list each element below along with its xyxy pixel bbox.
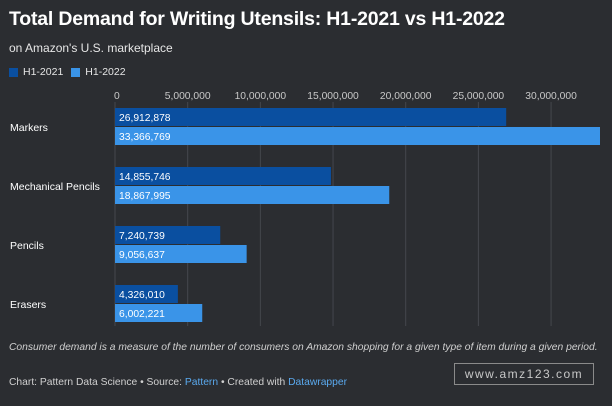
bar-erasers-h1-2022 xyxy=(115,304,203,322)
bar-mechanical-pencils-h1-2022 xyxy=(115,186,390,204)
legend-item-h1-2022: H1-2022 xyxy=(71,66,126,78)
data-label-pencils-h1-2022: 9,056,637 xyxy=(119,250,165,261)
x-tick-label: 25,000,000 xyxy=(453,91,505,102)
data-label-markers-h1-2021: 26,912,878 xyxy=(119,113,171,124)
x-tick-label: 5,000,000 xyxy=(165,91,211,102)
bar-erasers-h1-2021 xyxy=(115,285,178,303)
data-label-markers-h1-2022: 33,366,769 xyxy=(119,132,171,143)
credits: Chart: Pattern Data Science • Source: Pa… xyxy=(9,377,347,388)
data-label-erasers-h1-2022: 6,002,221 xyxy=(119,309,165,320)
x-tick-label: 30,000,000 xyxy=(525,91,577,102)
datawrapper-link[interactable]: Datawrapper xyxy=(288,377,348,388)
data-label-mechanical-pencils-h1-2022: 18,867,995 xyxy=(119,191,171,202)
footnote: Consumer demand is a measure of the numb… xyxy=(9,342,598,353)
credits-prefix: Chart: Pattern Data Science • Source: xyxy=(9,377,185,388)
legend-swatch-h1-2021 xyxy=(9,67,18,77)
chart-subtitle: on Amazon's U.S. marketplace xyxy=(9,41,173,55)
legend: H1-2021 H1-2022 xyxy=(9,66,126,78)
x-tick-label: 10,000,000 xyxy=(235,91,287,102)
data-label-pencils-h1-2021: 7,240,739 xyxy=(119,231,165,242)
x-tick-label: 20,000,000 xyxy=(380,91,432,102)
legend-label-h1-2022: H1-2022 xyxy=(85,66,126,78)
data-label-erasers-h1-2021: 4,326,010 xyxy=(119,290,165,301)
watermark: www.amz123.com xyxy=(454,363,594,385)
chart-title: Total Demand for Writing Utensils: H1-20… xyxy=(9,8,505,30)
bar-mechanical-pencils-h1-2021 xyxy=(115,167,331,185)
source-link[interactable]: Pattern xyxy=(184,377,219,388)
bar-pencils-h1-2022 xyxy=(115,245,247,263)
bar-markers-h1-2021 xyxy=(115,108,507,126)
data-label-mechanical-pencils-h1-2021: 14,855,746 xyxy=(119,172,171,183)
bar-markers-h1-2022 xyxy=(115,127,600,145)
category-label-markers: Markers xyxy=(10,122,48,134)
bar-pencils-h1-2021 xyxy=(115,226,221,244)
x-tick-label: 15,000,000 xyxy=(307,91,359,102)
category-label-erasers: Erasers xyxy=(10,299,46,311)
legend-swatch-h1-2022 xyxy=(71,67,81,77)
credits-middle: • Created with xyxy=(218,377,289,388)
category-label-pencils: Pencils xyxy=(10,240,44,252)
x-tick-label: 0 xyxy=(114,91,120,102)
category-label-mechanical-pencils: Mechanical Pencils xyxy=(10,181,100,193)
legend-label-h1-2021: H1-2021 xyxy=(23,66,64,78)
bar-chart: 0 5,000,000 10,000,000 15,000,000 20,000,000… xyxy=(10,91,600,326)
legend-item-h1-2021: H1-2021 xyxy=(9,66,63,78)
